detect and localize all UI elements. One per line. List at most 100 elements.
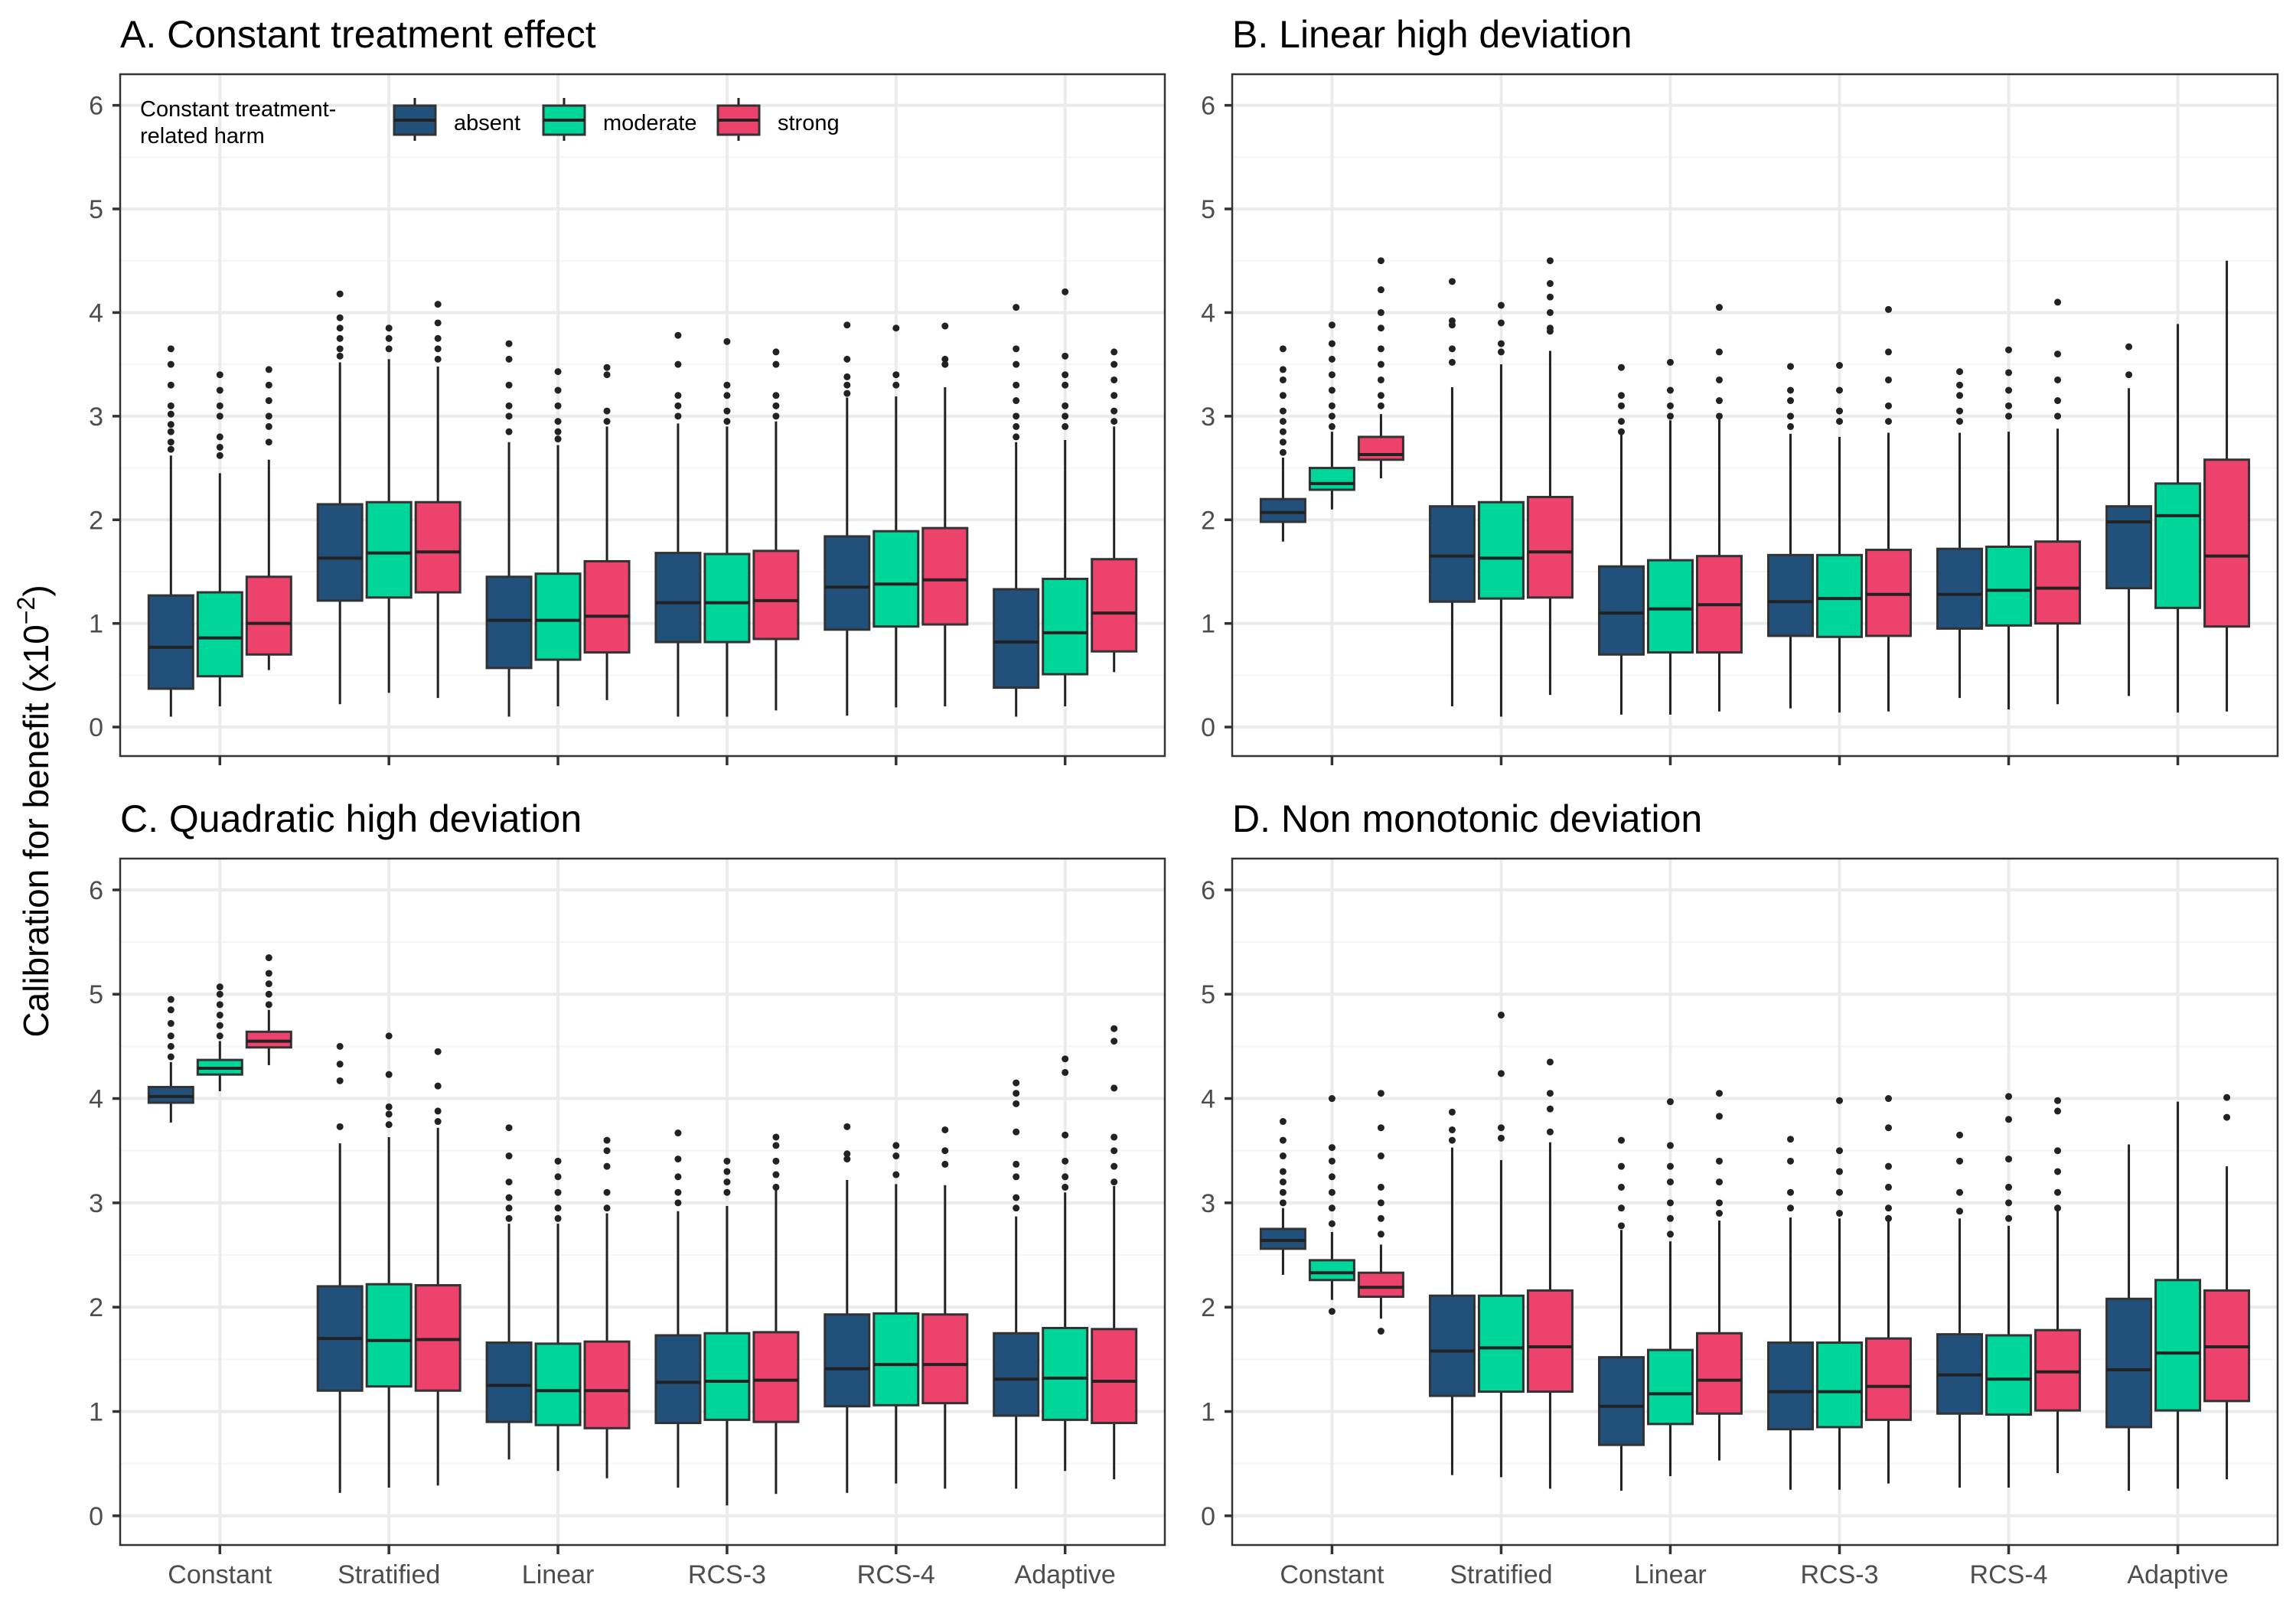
outlier-point: [1448, 1136, 1456, 1144]
outlier-point: [1013, 381, 1020, 389]
box-strong-rcs-4: [2034, 1097, 2082, 1473]
outlier-point: [1885, 1214, 1893, 1222]
outlier-point: [505, 381, 513, 389]
outlier-point: [1885, 1183, 1893, 1191]
box-strong-rcs-4: [2034, 298, 2082, 705]
outlier-point: [1546, 1058, 1554, 1066]
outlier-point: [1666, 1098, 1674, 1106]
outlier-point: [554, 1173, 562, 1181]
box-moderate-stratified: [1477, 302, 1525, 717]
outlier-point: [1328, 355, 1336, 363]
panel-c: C. Quadratic high deviation 0 1 2 3 4 5 6 Consta…: [89, 797, 1166, 1589]
y-tick-label: 6: [89, 876, 103, 905]
outlier-point: [1666, 1142, 1674, 1149]
outlier-point: [674, 1129, 682, 1137]
box-absent-linear: [485, 340, 533, 717]
box-absent-linear: [1597, 363, 1645, 715]
outlier-point: [1617, 1183, 1625, 1191]
outlier-point: [1328, 1308, 1336, 1315]
outlier-point: [843, 321, 851, 329]
outlier-point: [1377, 1199, 1384, 1207]
outlier-point: [1279, 345, 1287, 353]
box-iqr: [1477, 500, 1525, 600]
outlier-point: [385, 1103, 393, 1110]
outlier-point: [1013, 1160, 1020, 1168]
outlier-point: [1279, 1168, 1287, 1175]
outlier-point: [1013, 1194, 1020, 1201]
outlier-point: [2005, 1199, 2013, 1207]
outlier-point: [1110, 1038, 1118, 1045]
outlier-point: [1062, 402, 1069, 409]
box-iqr: [1985, 545, 2033, 627]
outlier-point: [603, 1136, 611, 1144]
box-absent-rcs-4: [1936, 368, 1984, 699]
x-tick-label: RCS-3: [1801, 1560, 1879, 1589]
box-iqr: [196, 591, 243, 678]
outlier-point: [1956, 368, 1964, 376]
box-strong-rcs-3: [752, 348, 800, 711]
y-tick-label: 2: [1201, 1293, 1215, 1322]
box-absent-rcs-3: [654, 1129, 702, 1488]
box-iqr: [1597, 1356, 1645, 1446]
box-absent-rcs-4: [823, 1123, 871, 1493]
outlier-point: [603, 418, 611, 425]
box-iqr: [2105, 505, 2153, 590]
outlier-point: [1836, 407, 1844, 415]
outlier-point: [167, 1006, 174, 1014]
box-absent-stratified: [1428, 278, 1476, 707]
outlier-point: [2054, 1188, 2062, 1196]
box-iqr: [2034, 1328, 2082, 1412]
outlier-point: [772, 348, 780, 356]
box-iqr: [1767, 553, 1815, 637]
box-iqr: [1526, 495, 1574, 599]
box-iqr: [316, 503, 364, 602]
outlier-point: [1013, 304, 1020, 311]
outlier-point: [2054, 1097, 2062, 1104]
outlier-point: [167, 428, 174, 435]
outlier-point: [1666, 1199, 1674, 1207]
outlier-point: [216, 402, 223, 409]
outlier-point: [216, 990, 223, 998]
outlier-point: [505, 1124, 513, 1132]
outlier-point: [2054, 350, 2062, 358]
outlier-point: [772, 412, 780, 420]
outlier-point: [505, 1152, 513, 1160]
outlier-point: [1546, 1105, 1554, 1113]
outlier-point: [336, 1123, 344, 1130]
outlier-point: [1110, 376, 1118, 383]
outlier-point: [2005, 1093, 2013, 1100]
box-iqr: [583, 559, 631, 654]
x-tick-label: Constant: [1280, 1560, 1384, 1589]
outlier-point: [1448, 1108, 1456, 1116]
box-absent-constant: [147, 996, 194, 1123]
box-iqr: [1042, 577, 1089, 676]
outlier-point: [505, 1178, 513, 1186]
outlier-point: [843, 1150, 851, 1158]
outlier-point: [1328, 1157, 1336, 1165]
outlier-point: [1110, 1162, 1118, 1170]
box-strong-adaptive: [1091, 1025, 1138, 1480]
outlier-point: [2054, 298, 2062, 306]
outlier-point: [674, 331, 682, 339]
y-tick-label: 5: [1201, 195, 1215, 224]
outlier-point: [434, 1048, 442, 1055]
y-tick-label: 5: [89, 980, 103, 1009]
outlier-point: [1013, 1204, 1020, 1212]
x-tick-label: Adaptive: [2127, 1560, 2228, 1589]
x-tick-label: Linear: [522, 1560, 595, 1589]
outlier-point: [723, 407, 731, 415]
outlier-point: [1279, 1199, 1287, 1207]
outlier-point: [1497, 340, 1505, 347]
outlier-point: [167, 438, 174, 446]
outlier-point: [1787, 1188, 1795, 1196]
outlier-point: [1062, 422, 1069, 430]
box-moderate-stratified: [1477, 1011, 1525, 1478]
box-moderate-adaptive: [2154, 324, 2202, 713]
outlier-point: [1956, 407, 1964, 415]
panel-title: D. Non monotonic deviation: [1232, 797, 1702, 840]
outlier-point: [2125, 343, 2133, 350]
outlier-point: [1666, 1162, 1674, 1170]
outlier-point: [1328, 371, 1336, 379]
box-strong-constant: [245, 954, 292, 1065]
